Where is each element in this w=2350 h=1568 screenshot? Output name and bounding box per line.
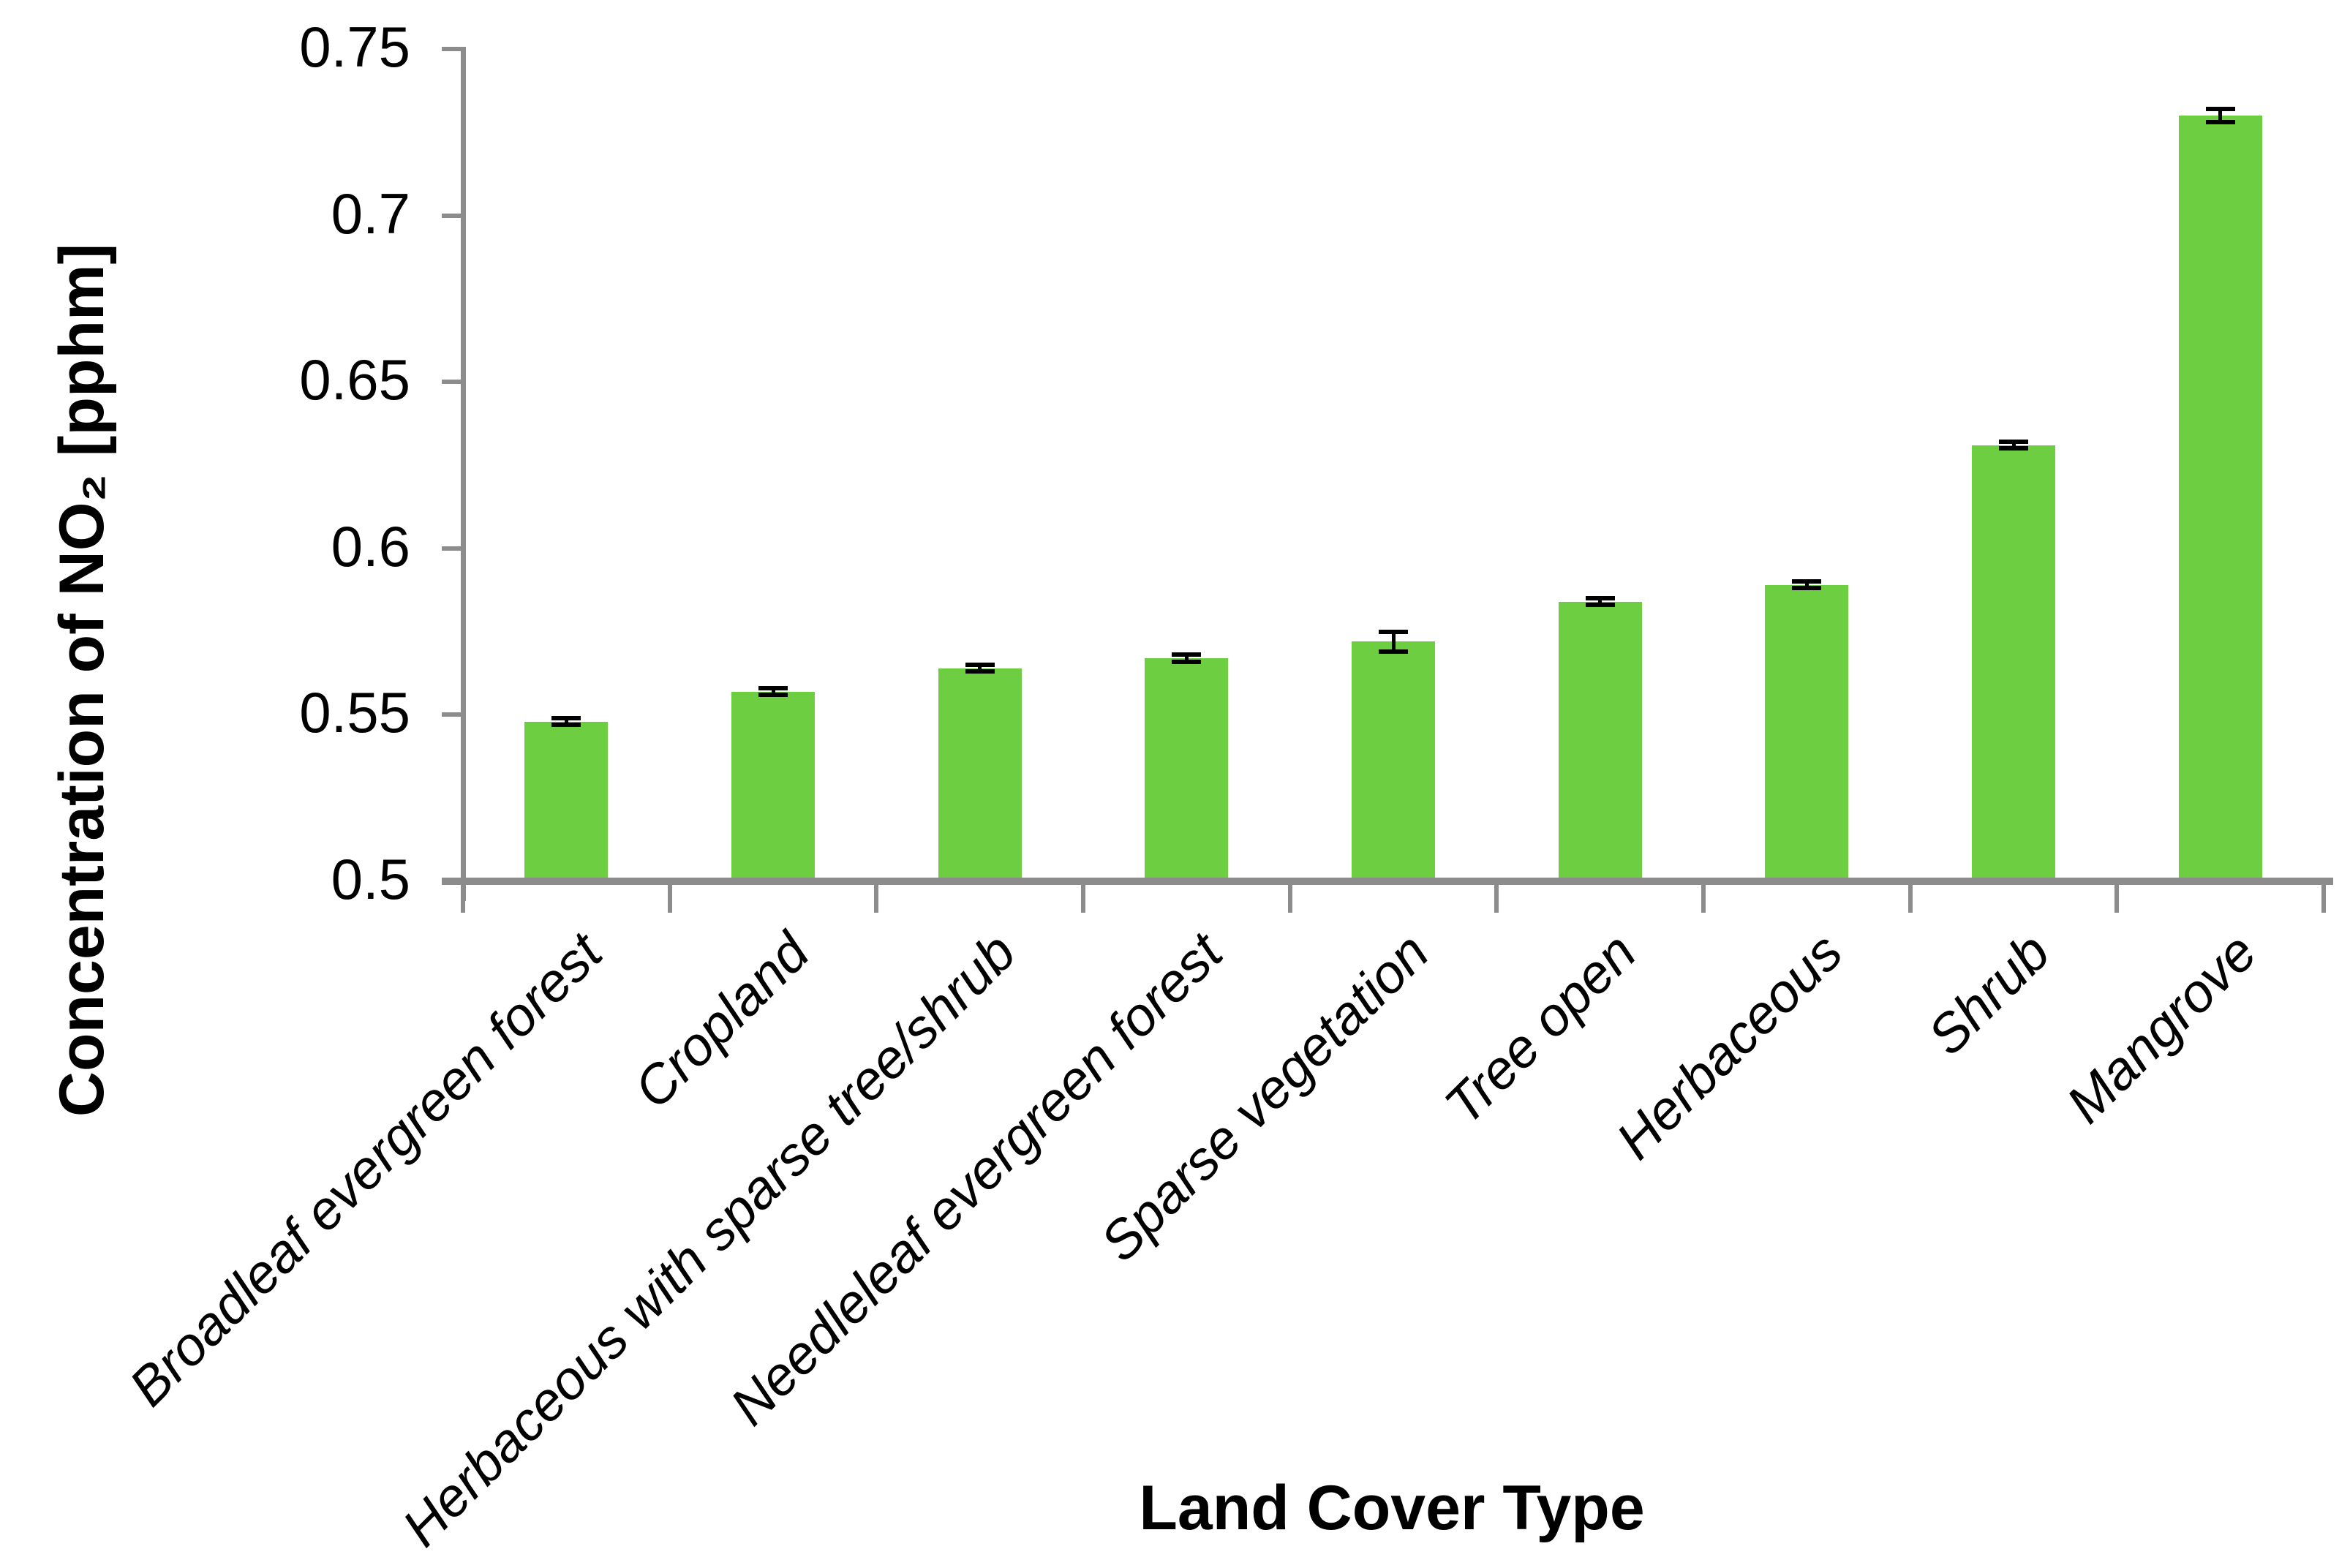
error-bar-1 — [772, 688, 775, 695]
y-axis-line — [461, 47, 466, 901]
error-bar-cap-bottom-6 — [1792, 586, 1821, 590]
category-label-1: Cropland — [622, 921, 821, 1120]
error-bar-6 — [1805, 581, 1809, 588]
error-bar-4 — [1392, 632, 1396, 652]
bar-8 — [2179, 116, 2262, 878]
error-bar-cap-bottom-8 — [2206, 120, 2235, 124]
category-label-8: Mangrove — [2055, 921, 2268, 1135]
y-axis-tick — [442, 546, 463, 551]
bar-2 — [938, 668, 1022, 878]
x-axis-tick — [874, 885, 878, 913]
y-tick-label: 0.5 — [331, 846, 410, 911]
error-bar-5 — [1598, 598, 1602, 605]
error-bar-cap-top-1 — [758, 686, 788, 690]
error-bar-8 — [2218, 109, 2222, 122]
error-bar-cap-bottom-7 — [1999, 446, 2028, 451]
y-axis-tick — [442, 47, 463, 51]
bar-3 — [1145, 658, 1228, 878]
error-bar-cap-bottom-0 — [551, 723, 581, 727]
x-axis-line — [442, 878, 2333, 885]
error-bar-cap-top-5 — [1586, 596, 1615, 600]
y-axis-tick — [442, 214, 463, 218]
error-bar-cap-bottom-1 — [758, 693, 788, 697]
y-axis-tick — [442, 380, 463, 384]
bar-5 — [1559, 602, 1642, 878]
x-axis-tick — [668, 885, 672, 913]
error-bar-2 — [978, 665, 982, 671]
error-bar-cap-top-3 — [1172, 652, 1201, 657]
category-label-7: Shrub — [1916, 921, 2061, 1067]
x-axis-tick — [1494, 885, 1499, 913]
bar-1 — [731, 692, 815, 878]
y-tick-label: 0.6 — [331, 513, 410, 578]
error-bar-cap-top-0 — [551, 716, 581, 720]
error-bar-7 — [2012, 442, 2016, 448]
error-bar-cap-bottom-4 — [1379, 649, 1408, 654]
x-axis-tick — [2114, 885, 2119, 913]
x-axis-tick — [2321, 885, 2326, 913]
error-bar-cap-top-6 — [1792, 579, 1821, 584]
y-tick-label: 0.75 — [299, 14, 410, 79]
error-bar-0 — [565, 718, 568, 725]
x-axis-tick — [1701, 885, 1706, 913]
y-tick-label: 0.55 — [299, 679, 410, 745]
x-axis-title: Land Cover Type — [1139, 1473, 1645, 1543]
error-bar-cap-top-2 — [965, 663, 995, 667]
error-bar-cap-bottom-5 — [1586, 603, 1615, 607]
bar-0 — [524, 722, 608, 878]
error-bar-cap-top-4 — [1379, 630, 1408, 634]
x-axis-tick — [1081, 885, 1085, 913]
error-bar-cap-bottom-3 — [1172, 660, 1201, 664]
category-label-5: Tree open — [1433, 921, 1648, 1137]
bar-7 — [1972, 445, 2055, 878]
error-bar-3 — [1185, 655, 1189, 661]
x-axis-tick — [1908, 885, 1913, 913]
category-label-0: Broadleaf evergreen forest — [117, 921, 614, 1418]
error-bar-cap-top-7 — [1999, 440, 2028, 444]
error-bar-cap-bottom-2 — [965, 669, 995, 674]
error-bar-cap-top-8 — [2206, 107, 2235, 111]
y-tick-label: 0.65 — [299, 347, 410, 412]
y-axis-title: Concentration of NO₂ [pphm] — [47, 243, 117, 1117]
y-tick-label: 0.7 — [331, 181, 410, 246]
x-axis-tick — [1288, 885, 1292, 913]
y-axis-tick — [442, 712, 463, 717]
bar-6 — [1765, 585, 1848, 878]
bar-4 — [1352, 641, 1435, 878]
